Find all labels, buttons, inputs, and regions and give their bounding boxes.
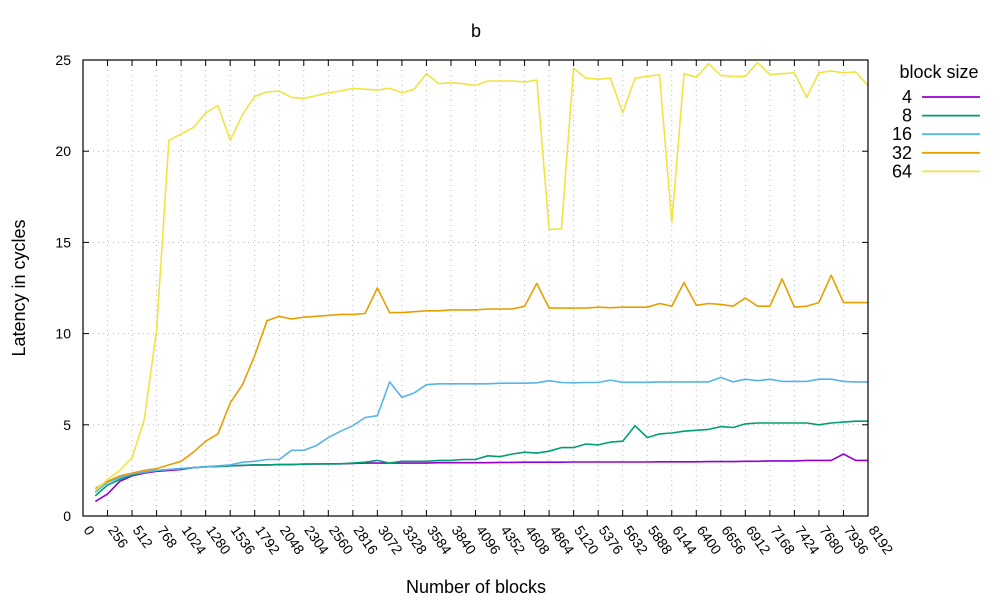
- x-tick-label: 2560: [326, 523, 357, 558]
- x-tick-label: 4608: [522, 523, 553, 558]
- legend-label-8: 8: [902, 106, 912, 126]
- x-tick-label: 6656: [718, 523, 749, 558]
- x-tick-label: 4096: [473, 523, 504, 558]
- series-line-16: [94, 376, 868, 493]
- x-tick-label: 7168: [767, 523, 798, 558]
- x-tick-label: 512: [130, 523, 157, 551]
- series-line-32: [94, 274, 868, 490]
- x-tick-label: 1024: [179, 523, 210, 558]
- x-tick-label: 3328: [399, 523, 430, 558]
- x-tick-label: 3840: [449, 523, 480, 558]
- x-tick-label: 7424: [792, 523, 823, 558]
- legend-label-64: 64: [892, 161, 912, 181]
- legend-label-4: 4: [902, 87, 912, 107]
- x-tick-label: 2816: [350, 523, 381, 558]
- x-tick-label: 5632: [620, 523, 651, 558]
- x-tick-label: 1792: [252, 523, 283, 558]
- x-tick-labels: 0 256512768102412801536179220482304256028…: [81, 523, 897, 558]
- grid: [83, 60, 868, 516]
- y-tick-label: 20: [55, 143, 71, 159]
- x-axis-label: Number of blocks: [406, 577, 546, 597]
- y-tick-label: 0: [63, 508, 71, 524]
- x-tick-label: 2304: [301, 523, 332, 558]
- x-tick-label: 6912: [743, 523, 774, 558]
- x-tick-label: 256: [105, 523, 132, 551]
- x-tick-label: 6144: [669, 523, 700, 558]
- x-tick-label: 4864: [547, 523, 578, 558]
- y-tick-label: 25: [55, 52, 71, 68]
- x-tick-label: 3584: [424, 523, 455, 558]
- x-tick-label: 5376: [596, 523, 627, 558]
- x-tick-label: 5888: [645, 523, 676, 558]
- series-line-8: [94, 420, 868, 497]
- x-tick-label: 1280: [203, 523, 234, 558]
- ticks: [82, 59, 869, 517]
- x-tick-label: 4352: [498, 523, 529, 558]
- x-tick-label: 0: [81, 523, 99, 539]
- series-lines: [94, 61, 869, 503]
- x-tick-label: 1536: [228, 523, 259, 558]
- x-tick-label: 7680: [816, 523, 847, 558]
- x-tick-label: 6400: [694, 523, 725, 558]
- series-line-64: [94, 61, 869, 492]
- legend-title: block size: [899, 62, 978, 82]
- x-tick-label: 3072: [375, 523, 406, 558]
- x-tick-label: 5120: [571, 523, 602, 558]
- x-tick-label: 7936: [841, 523, 872, 558]
- y-axis-label: Latency in cycles: [9, 219, 29, 356]
- legend-label-32: 32: [892, 143, 912, 163]
- x-tick-label: 768: [154, 523, 181, 551]
- chart-title: b: [471, 21, 481, 41]
- series-line-4: [94, 453, 868, 503]
- x-tick-label: 8192: [866, 523, 897, 558]
- y-tick-label: 5: [63, 417, 71, 433]
- x-tick-label: 2048: [277, 523, 308, 558]
- y-tick-labels: 0 5 10 15 20 25: [55, 52, 71, 524]
- legend-label-16: 16: [892, 124, 912, 144]
- y-tick-label: 10: [55, 326, 71, 342]
- y-tick-label: 15: [55, 234, 71, 250]
- plot-frame: [82, 59, 869, 517]
